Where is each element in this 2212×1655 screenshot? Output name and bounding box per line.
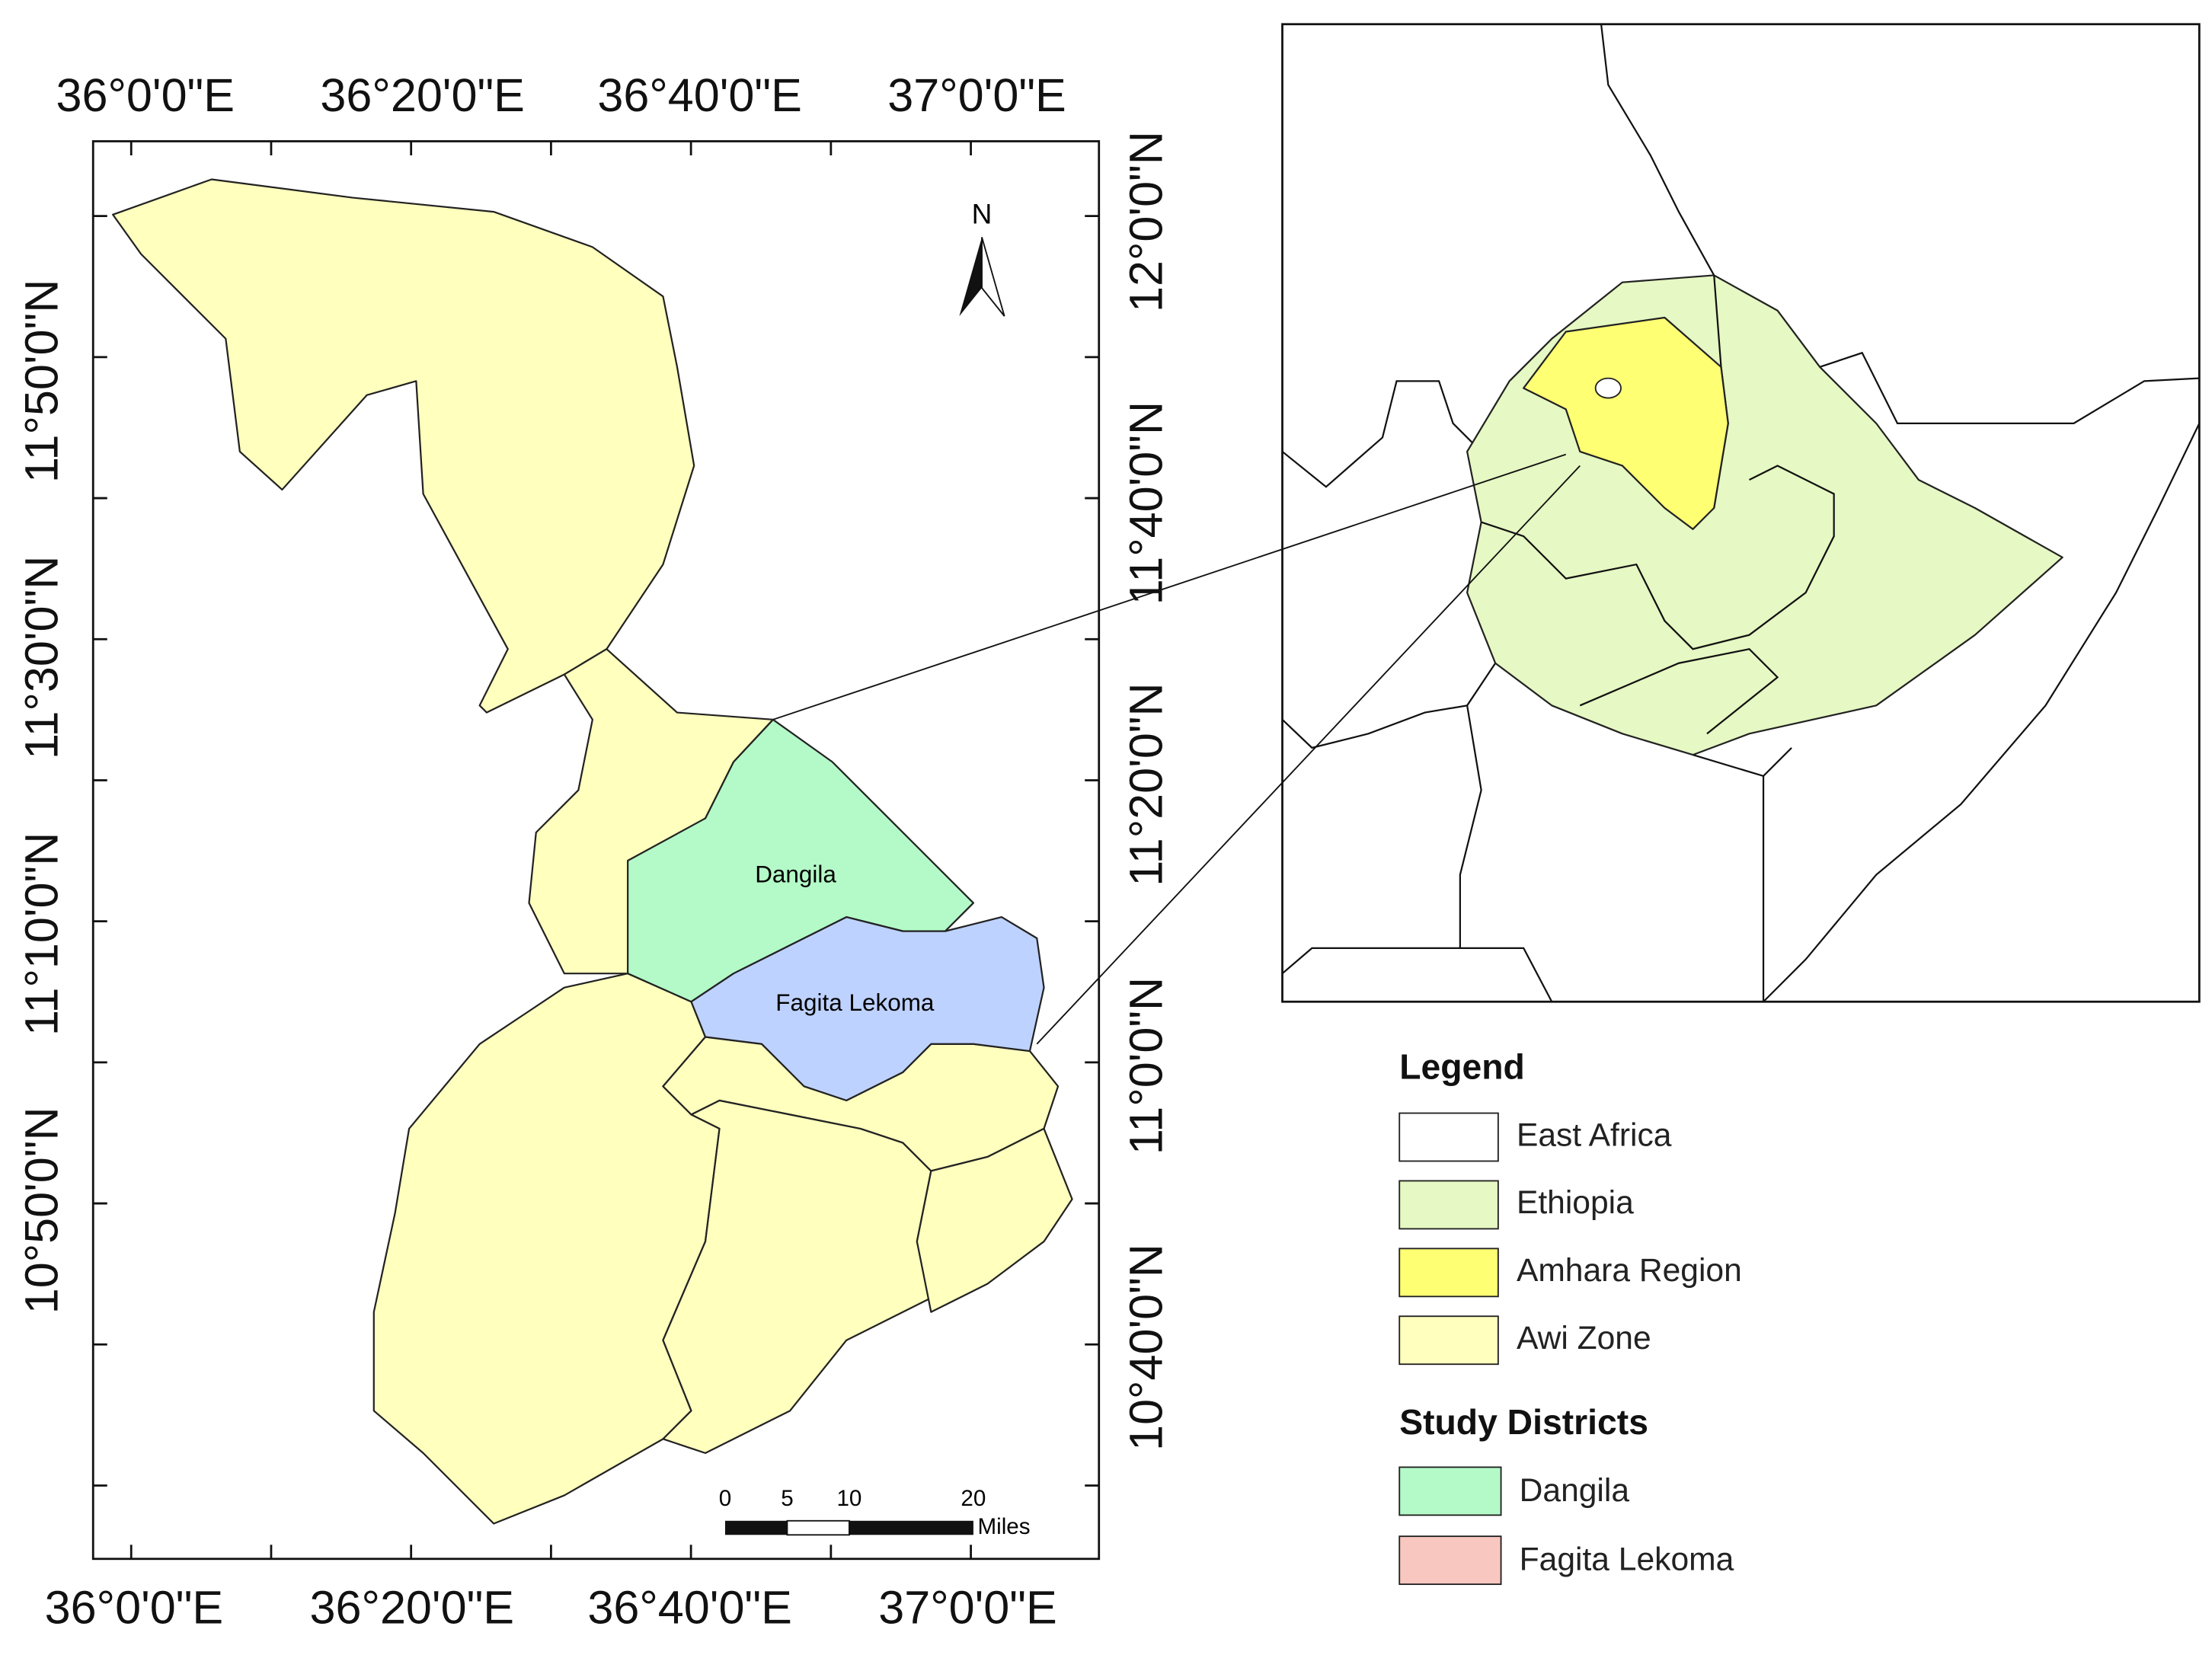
legend-label: Dangila [1520,1472,1630,1509]
lat-label: 11°10'0"N [15,832,67,1036]
district [916,1127,1073,1313]
lat-label: 10°50'0"N [15,1107,67,1314]
north-label: N [972,197,993,229]
lon-label: 36°0'0"E [56,69,235,121]
scale-labels: 0 5 10 20 [719,1486,986,1511]
scale-bar [724,1520,788,1535]
legend-swatch [1398,1180,1499,1230]
scale-bar [786,1519,850,1536]
lon-label: 36°20'0"E [310,1581,515,1633]
legend-label: Fagita Lekoma [1520,1542,1734,1578]
lon-label: 36°40'0"E [597,69,802,121]
fagita-area [690,915,1045,1101]
scale-label: 0 [719,1486,731,1511]
lat-label: 11°30'0"N [15,556,67,759]
lat-label: 12°0'0"N [1120,131,1172,312]
connector [1036,465,1581,1045]
legend-swatch [1398,1248,1499,1298]
scale-unit: Miles [977,1514,1030,1539]
lat-label: 11°40'0"N [1120,401,1172,605]
lat-label: 11°20'0"N [1120,682,1172,886]
amhara [1523,316,1729,530]
lon-label: 37°0'0"E [887,69,1066,121]
legend-label: Awi Zone [1517,1320,1651,1356]
legend-swatch [1398,1315,1499,1366]
awi-zone [112,178,1073,1525]
connector [772,453,1567,720]
district [112,178,695,714]
scale-label: 10 [836,1486,861,1511]
legend-label: Ethiopia [1517,1184,1634,1221]
scale-label: 5 [781,1486,793,1511]
legend-swatch [1398,1466,1502,1516]
lat-label: 11°50'0"N [15,280,67,483]
district-label: Dangila [755,861,836,888]
lat-label: 11°0'0"N [1120,977,1172,1155]
district-label: Fagita Lekoma [775,989,935,1016]
ticks [93,141,1099,1559]
lon-label: 36°40'0"E [587,1581,792,1633]
legend-label: Amhara Region [1517,1252,1742,1289]
lon-label: 37°0'0"E [878,1581,1057,1633]
scale-label: 20 [961,1486,986,1511]
legend-swatch [1398,1112,1499,1162]
lon-label: 36°20'0"E [320,69,524,121]
north-arrow [981,237,1005,317]
scale-bar [849,1520,973,1535]
legend-swatch [1398,1535,1502,1586]
graticule-labels: 36°0'0"E 36°20'0"E 36°40'0"E 37°0'0"E 36°0'0… [15,69,1172,1633]
lake-tana [1594,377,1622,399]
inset-borders [1281,24,2201,1003]
lat-label: 10°40'0"N [1120,1244,1172,1451]
legend-subtitle: Study Districts [1399,1402,1648,1442]
legend-title: Legend [1399,1046,1525,1086]
lon-label: 36°0'0"E [45,1581,224,1633]
legend-label: East Africa [1517,1117,1672,1153]
